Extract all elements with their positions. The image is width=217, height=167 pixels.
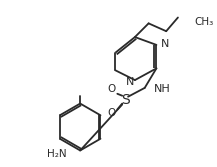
Text: S: S xyxy=(121,93,130,107)
Text: O: O xyxy=(107,108,116,118)
Text: H₂N: H₂N xyxy=(47,149,67,159)
Text: N: N xyxy=(126,77,134,87)
Text: NH: NH xyxy=(153,84,170,94)
Text: N: N xyxy=(161,39,170,49)
Text: O: O xyxy=(107,84,116,94)
Text: CH₃: CH₃ xyxy=(195,17,214,27)
